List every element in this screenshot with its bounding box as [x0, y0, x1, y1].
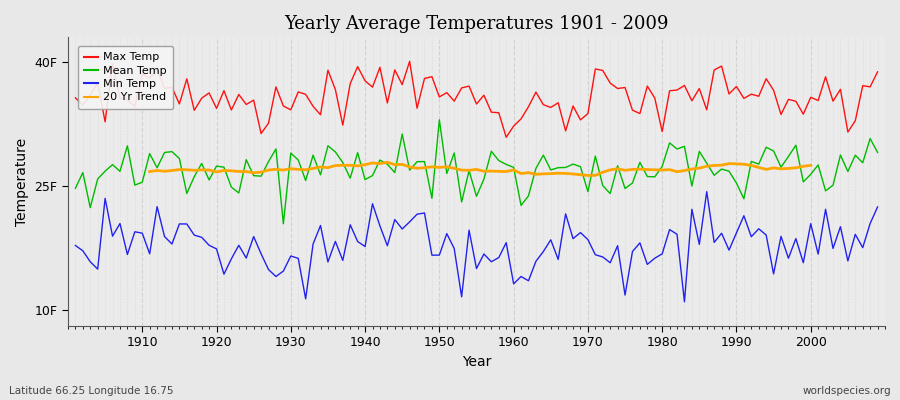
- Text: worldspecies.org: worldspecies.org: [803, 386, 891, 396]
- Y-axis label: Temperature: Temperature: [15, 138, 29, 226]
- Title: Yearly Average Temperatures 1901 - 2009: Yearly Average Temperatures 1901 - 2009: [284, 15, 669, 33]
- X-axis label: Year: Year: [462, 355, 491, 369]
- Text: Latitude 66.25 Longitude 16.75: Latitude 66.25 Longitude 16.75: [9, 386, 174, 396]
- Legend: Max Temp, Mean Temp, Min Temp, 20 Yr Trend: Max Temp, Mean Temp, Min Temp, 20 Yr Tre…: [77, 46, 174, 109]
